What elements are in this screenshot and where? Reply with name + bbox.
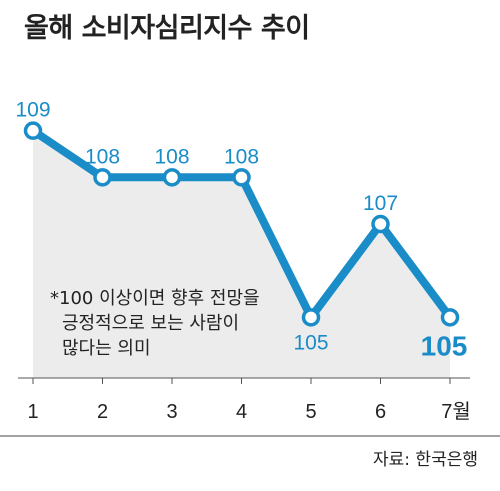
x-tick-labels: 1 2 3 4 5 6 7월 <box>27 400 470 423</box>
data-label-7: 105 <box>421 330 468 361</box>
data-label-6: 107 <box>363 192 398 215</box>
data-labels: 109 108 108 108 105 107 105 <box>15 99 467 362</box>
data-point-4 <box>232 168 251 187</box>
data-point-5 <box>301 308 321 327</box>
annotation-note: *100 이상이면 향후 전망을 긍정적으로 보는 사람이 많다는 의미 <box>50 286 260 361</box>
data-label-1: 109 <box>15 99 50 122</box>
x-tick-label-1: 1 <box>27 401 38 423</box>
data-label-3: 108 <box>154 145 189 168</box>
annotation-line-1: *100 이상이면 향후 전망을 <box>50 288 260 309</box>
data-label-4: 108 <box>224 145 259 168</box>
data-markers <box>23 121 460 327</box>
x-tick-label-7: 7월 <box>441 400 471 423</box>
chart-title: 올해 소비자심리지수 추이 <box>24 13 310 44</box>
chart-area-fill <box>33 130 450 378</box>
annotation-line-3: 많다는 의미 <box>62 338 151 359</box>
data-label-2: 108 <box>85 145 120 168</box>
data-point-3 <box>162 168 182 187</box>
data-point-2 <box>93 168 112 187</box>
annotation-line-2: 긍정적으로 보는 사람이 <box>62 313 240 334</box>
data-point-7 <box>440 308 460 327</box>
x-tick-label-5: 5 <box>305 401 316 423</box>
data-point-6 <box>371 214 390 234</box>
data-label-5: 105 <box>293 331 328 354</box>
x-tick-label-4: 4 <box>236 401 247 423</box>
source-label: 자료: 한국은행 <box>373 450 478 470</box>
x-tick-label-2: 2 <box>97 401 108 423</box>
x-tick-label-6: 6 <box>375 401 386 423</box>
x-tick-label-3: 3 <box>166 401 177 423</box>
x-axis-ticks <box>32 378 451 384</box>
data-point-1 <box>23 121 43 140</box>
